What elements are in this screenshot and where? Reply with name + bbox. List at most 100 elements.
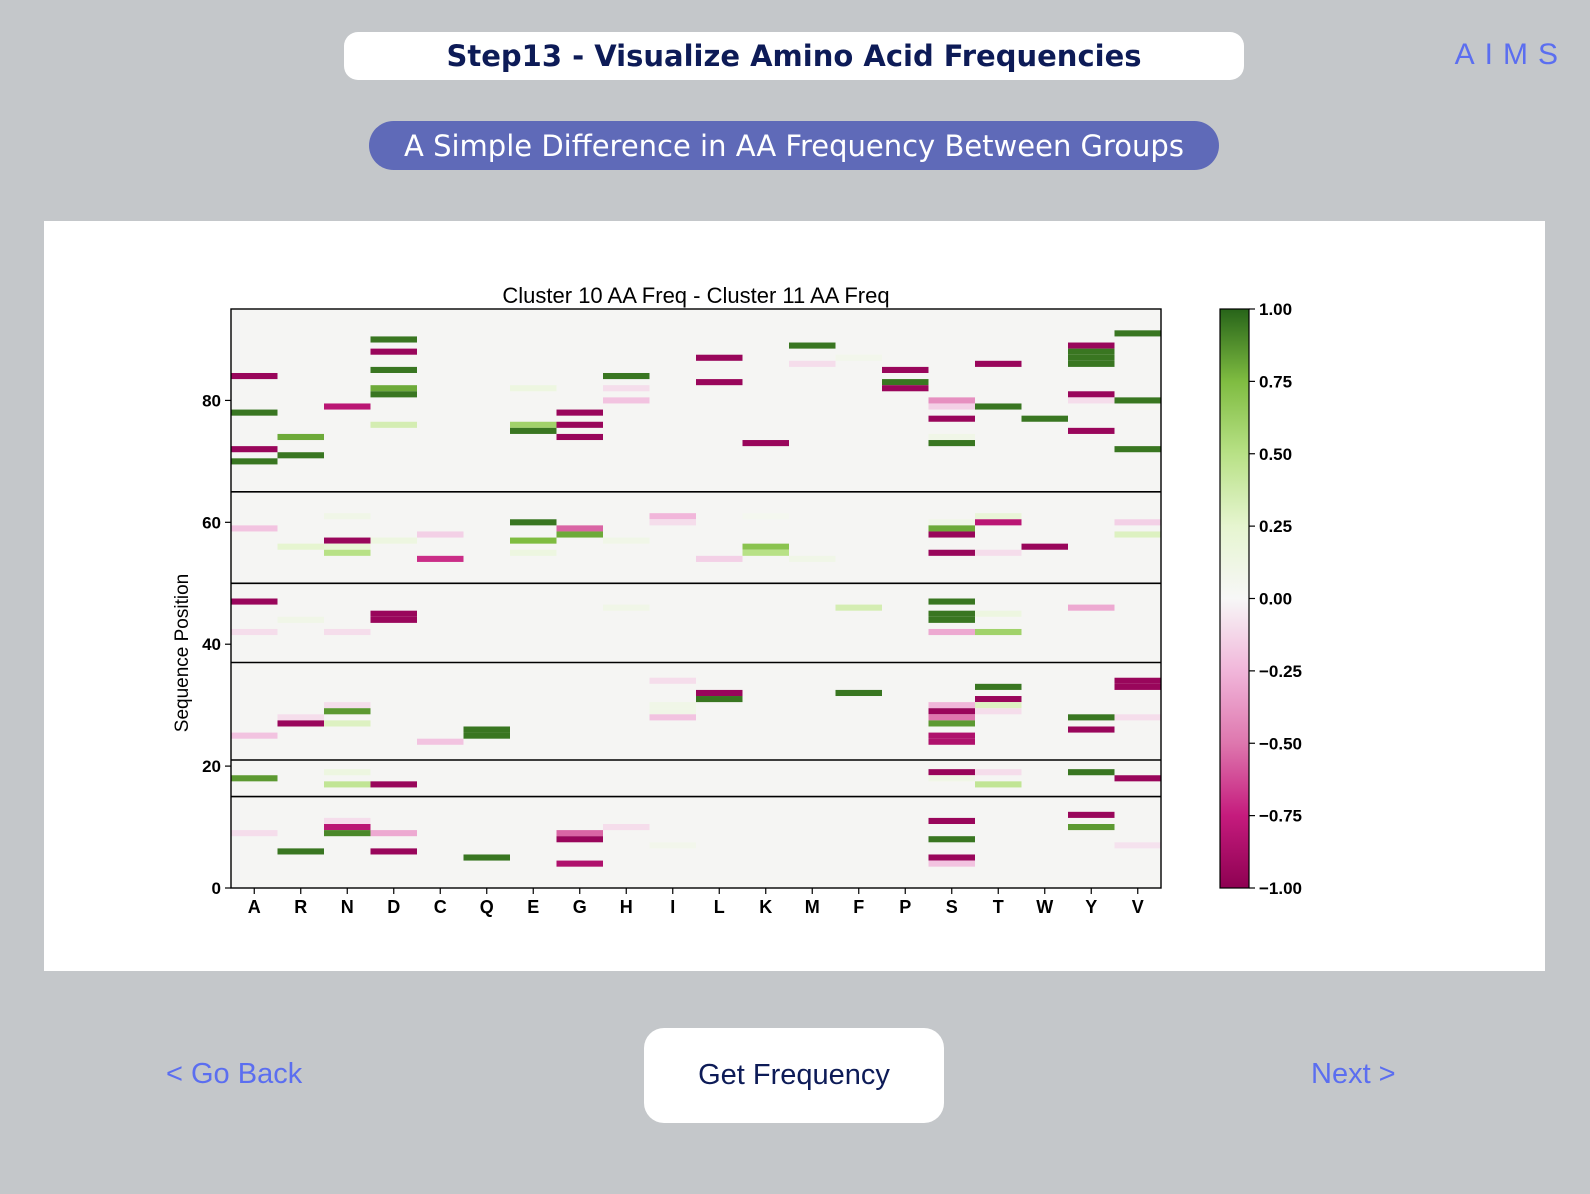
heatmap-cell: [278, 452, 325, 458]
heatmap-cell: [929, 397, 976, 403]
aims-logo[interactable]: AIMS: [1455, 38, 1568, 72]
heatmap-cell: [975, 781, 1022, 787]
heatmap-cell: [510, 519, 557, 525]
heatmap-cell: [929, 769, 976, 775]
heatmap-cell: [696, 556, 743, 562]
heatmap-cell: [1115, 842, 1162, 848]
heatmap-cell: [557, 525, 604, 531]
heatmap-cell: [650, 513, 697, 519]
heatmap-cell: [975, 702, 1022, 708]
y-tick-label: 20: [202, 757, 221, 776]
heatmap-cell: [510, 385, 557, 391]
heatmap-cell: [743, 544, 790, 550]
heatmap-cell: [929, 836, 976, 842]
chart-title: Cluster 10 AA Freq - Cluster 11 AA Freq: [502, 283, 889, 308]
heatmap-cell: [929, 611, 976, 617]
heatmap-cell: [371, 617, 418, 623]
heatmap-cell: [324, 781, 371, 787]
heatmap-cell: [231, 733, 278, 739]
colorbar-tick-label: −0.75: [1259, 807, 1302, 826]
heatmap-cell: [603, 824, 650, 830]
heatmap-cell: [1115, 684, 1162, 690]
heatmap-cell: [882, 379, 929, 385]
heatmap-cell: [696, 696, 743, 702]
heatmap-cell: [231, 373, 278, 379]
heatmap-cell: [650, 842, 697, 848]
heatmap-cell: [743, 550, 790, 556]
heatmap-cell: [324, 818, 371, 824]
heatmap-cell: [324, 708, 371, 714]
heatmap-cell: [975, 696, 1022, 702]
x-tick-label: T: [993, 897, 1004, 917]
heatmap-cell: [1068, 769, 1115, 775]
heatmap-cell: [1022, 544, 1069, 550]
heatmap-cell: [1115, 397, 1162, 403]
colorbar-tick-label: −0.25: [1259, 662, 1302, 681]
heatmap-cell: [557, 836, 604, 842]
heatmap-cell: [464, 733, 511, 739]
x-tick-label: F: [853, 897, 864, 917]
heatmap-cell: [975, 519, 1022, 525]
heatmap-cell: [929, 733, 976, 739]
heatmap-cell: [1068, 391, 1115, 397]
heatmap-cell: [929, 818, 976, 824]
heatmap-cell: [231, 599, 278, 605]
y-tick-label: 0: [212, 879, 221, 898]
heatmap-cell: [1115, 714, 1162, 720]
y-tick-label: 60: [202, 513, 221, 532]
x-tick-label: H: [620, 897, 633, 917]
heatmap-cell: [743, 440, 790, 446]
heatmap-cell: [882, 385, 929, 391]
x-tick-label: V: [1132, 897, 1144, 917]
y-tick-label: 80: [202, 391, 221, 410]
heatmap-cell: [789, 361, 836, 367]
heatmap-cell: [650, 702, 697, 708]
heatmap-cell: [371, 385, 418, 391]
heatmap-cell: [1068, 812, 1115, 818]
heatmap-cell: [371, 422, 418, 428]
x-tick-label: Y: [1085, 897, 1097, 917]
heatmap-cell: [324, 824, 371, 830]
colorbar-tick-label: 0.75: [1259, 372, 1292, 391]
heatmap-cell: [324, 629, 371, 635]
x-tick-label: E: [527, 897, 539, 917]
heatmap-cell: [324, 403, 371, 409]
heatmap-cell: [510, 550, 557, 556]
heatmap-cell: [836, 690, 883, 696]
heatmap-cell: [1115, 519, 1162, 525]
heatmap-cell: [371, 611, 418, 617]
heatmap-cell: [510, 538, 557, 544]
heatmap-cell: [278, 714, 325, 720]
heatmap-cell: [324, 702, 371, 708]
heatmap-cell: [557, 531, 604, 537]
x-tick-label: D: [387, 897, 400, 917]
heatmap-cell: [603, 397, 650, 403]
heatmap-cell: [1068, 714, 1115, 720]
next-link[interactable]: Next >: [1311, 1058, 1396, 1091]
y-tick-label: 40: [202, 635, 221, 654]
heatmap-cell: [696, 379, 743, 385]
colorbar: 1.00 0.75 0.50 0.25 0.00 −0.25 −0.50 −0.75 −1.00: [1220, 300, 1302, 898]
heatmap-cell: [929, 531, 976, 537]
go-back-link[interactable]: < Go Back: [166, 1058, 302, 1091]
heatmap-cell: [603, 538, 650, 544]
heatmap-cell: [324, 830, 371, 836]
heatmap-cell: [324, 769, 371, 775]
heatmap-cell: [929, 629, 976, 635]
heatmap-cell: [975, 513, 1022, 519]
colorbar-tick-label: 0.00: [1259, 590, 1292, 609]
heatmap-cell: [1068, 397, 1115, 403]
heatmap-cell: [510, 422, 557, 428]
colorbar-tick-label: −1.00: [1259, 879, 1302, 898]
heatmap-cell: [882, 367, 929, 373]
heatmap-cell: [975, 769, 1022, 775]
heatmap-cell: [603, 373, 650, 379]
heatmap-cell: [929, 720, 976, 726]
heatmap-cell: [1068, 605, 1115, 611]
heatmap-cell: [789, 343, 836, 349]
x-tick-label: P: [899, 897, 911, 917]
heatmap-cell: [324, 550, 371, 556]
heatmap-cell: [231, 410, 278, 416]
heatmap-cell: [1068, 343, 1115, 349]
get-frequency-button[interactable]: Get Frequency: [644, 1028, 944, 1123]
